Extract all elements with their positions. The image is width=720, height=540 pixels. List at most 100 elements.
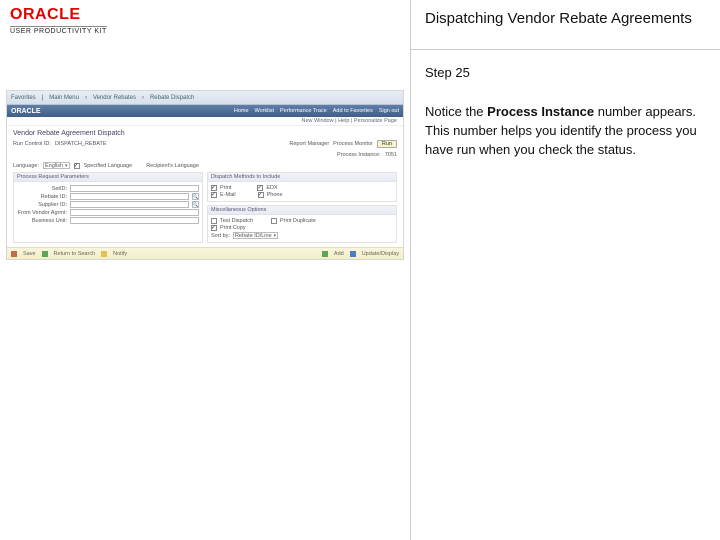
field-label: From Vendor Agrmt: <box>17 210 67 216</box>
nav-link[interactable]: Sign out <box>379 108 399 114</box>
dispatch-methods-panel: Dispatch Methods to Include Print EDX E-… <box>207 172 397 202</box>
nav-link[interactable]: Worklist <box>255 108 274 114</box>
add-button[interactable]: Add <box>334 251 344 257</box>
lookup-icon[interactable]: 🔍 <box>192 201 199 208</box>
return-icon[interactable] <box>42 251 48 257</box>
form-row: From Vendor Agrmt: <box>17 209 199 216</box>
field-label: SetID: <box>17 186 67 192</box>
return-to-search-button[interactable]: Return to Search <box>54 251 96 257</box>
language-row: Language: English▾ Specified Language Re… <box>7 161 403 172</box>
sort-by-value: Rebate ID/Line <box>235 233 272 239</box>
add-icon[interactable] <box>322 251 328 257</box>
app-breadcrumb-bar: Favorites | Main Menu › Vendor Rebates ›… <box>7 91 403 105</box>
right-column: Dispatch Methods to Include Print EDX E-… <box>207 172 397 243</box>
specified-language-label: Specified Language <box>84 163 133 169</box>
email-checkbox[interactable] <box>211 192 217 198</box>
app-subbar[interactable]: New Window | Help | Personalize Page <box>7 117 403 126</box>
misc-options-panel: Miscellaneous Options Test Dispatch Prin… <box>207 205 397 243</box>
update-display-button[interactable]: Update/Display <box>362 251 399 257</box>
business-unit-input[interactable] <box>70 217 199 224</box>
run-control-value: DISPATCH_REBATE <box>55 141 107 147</box>
sort-by-select[interactable]: Rebate ID/Line▾ <box>233 232 278 239</box>
panel-body: SetID: Rebate ID: 🔍 Supplier ID: 🔍 <box>14 182 202 227</box>
nav-link[interactable]: Home <box>234 108 249 114</box>
save-button[interactable]: Save <box>23 251 36 257</box>
app-brand-logo: ORACLE <box>11 108 41 115</box>
print-copy-checkbox[interactable] <box>211 225 217 231</box>
print-duplicate-checkbox[interactable] <box>271 218 277 224</box>
breadcrumb-item[interactable]: Rebate Dispatch <box>150 95 194 101</box>
instruction-bold: Process Instance <box>487 104 594 119</box>
panel-body: Test Dispatch Print Duplicate Print Copy… <box>208 215 396 242</box>
form-row: Business Unit: <box>17 217 199 224</box>
run-control-label: Run Control ID: <box>13 141 51 147</box>
recipient-language-label: Recipient's Language <box>146 163 199 169</box>
rebate-id-input[interactable] <box>70 193 189 200</box>
form-row: SetID: <box>17 185 199 192</box>
chevron-down-icon: ▾ <box>274 233 277 239</box>
supplier-id-input[interactable] <box>70 201 189 208</box>
page-root: ORACLE USER PRODUCTIVITY KIT Dispatching… <box>0 0 720 540</box>
logo-area: ORACLE USER PRODUCTIVITY KIT <box>0 0 410 50</box>
field-label: Supplier ID: <box>17 202 67 208</box>
upk-subtitle: USER PRODUCTIVITY KIT <box>10 26 107 35</box>
process-instance-value: 7051 <box>385 152 397 158</box>
form-columns: Process Request Parameters SetID: Rebate… <box>7 172 403 247</box>
app-page-heading: Vendor Rebate Agreement Dispatch <box>7 126 403 139</box>
instruction-panel: Step 25 Notice the Process Instance numb… <box>410 50 720 540</box>
nav-link[interactable]: Add to Favorites <box>333 108 373 114</box>
app-nav-links: Home Worklist Performance Trace Add to F… <box>234 108 399 114</box>
save-icon[interactable] <box>11 251 17 257</box>
process-request-panel: Process Request Parameters SetID: Rebate… <box>13 172 203 243</box>
panel-header: Dispatch Methods to Include <box>208 173 396 182</box>
form-row: Test Dispatch Print Duplicate <box>211 218 393 224</box>
process-instance-row: Process Instance: 7051 <box>7 151 403 161</box>
run-button[interactable]: Run <box>377 140 397 148</box>
field-label: Rebate ID: <box>17 194 67 200</box>
form-row: Sort by: Rebate ID/Line▾ <box>211 232 393 239</box>
footer-right: Add Update/Display <box>322 251 399 257</box>
specified-language-checkbox[interactable] <box>74 163 80 169</box>
embedded-app: Favorites | Main Menu › Vendor Rebates ›… <box>6 90 404 260</box>
page-title: Dispatching Vendor Rebate Agreements <box>410 0 720 50</box>
panel-header: Process Request Parameters <box>14 173 202 182</box>
breadcrumb-item[interactable]: Favorites <box>11 95 36 101</box>
from-vendor-input[interactable] <box>70 209 199 216</box>
phone-checkbox[interactable] <box>258 192 264 198</box>
field-label: Business Unit: <box>17 218 67 224</box>
panel-header: Miscellaneous Options <box>208 206 396 215</box>
language-label: Language: <box>13 163 39 169</box>
report-manager-link[interactable]: Report Manager <box>289 141 329 147</box>
sort-by-label: Sort by: <box>211 233 230 239</box>
run-control-row: Run Control ID: DISPATCH_REBATE Report M… <box>7 139 403 151</box>
checkbox-label: Print Copy <box>220 225 246 231</box>
breadcrumb-item[interactable]: Vendor Rebates <box>93 95 136 101</box>
language-select[interactable]: English▾ <box>43 162 70 169</box>
notify-button[interactable]: Notify <box>113 251 127 257</box>
form-row: E-Mail Phone <box>211 192 393 198</box>
panel-body: Print EDX E-Mail Phone <box>208 182 396 201</box>
nav-link[interactable]: Performance Trace <box>280 108 327 114</box>
notify-icon[interactable] <box>101 251 107 257</box>
process-monitor-link[interactable]: Process Monitor <box>333 141 373 147</box>
oracle-logo: ORACLE <box>10 6 400 24</box>
form-row: Supplier ID: 🔍 <box>17 201 199 208</box>
breadcrumb-item[interactable]: Main Menu <box>49 95 79 101</box>
screenshot-panel: Favorites | Main Menu › Vendor Rebates ›… <box>0 50 410 540</box>
form-row: Print EDX <box>211 185 393 191</box>
chevron-right-icon: › <box>142 95 144 101</box>
language-select-value: English <box>45 163 63 169</box>
update-icon[interactable] <box>350 251 356 257</box>
form-row: Rebate ID: 🔍 <box>17 193 199 200</box>
lookup-icon[interactable]: 🔍 <box>192 193 199 200</box>
setid-input[interactable] <box>70 185 199 192</box>
checkbox-label: E-Mail <box>220 192 236 198</box>
checkbox-label: Print <box>220 185 231 191</box>
form-row: Print Copy <box>211 225 393 231</box>
chevron-right-icon: › <box>85 95 87 101</box>
step-label: Step 25 <box>425 64 706 83</box>
instruction-text: Notice the Process Instance number appea… <box>425 103 706 160</box>
breadcrumb-sep: | <box>42 95 44 101</box>
checkbox-label: Phone <box>267 192 283 198</box>
footer-left: Save Return to Search Notify <box>11 251 127 257</box>
